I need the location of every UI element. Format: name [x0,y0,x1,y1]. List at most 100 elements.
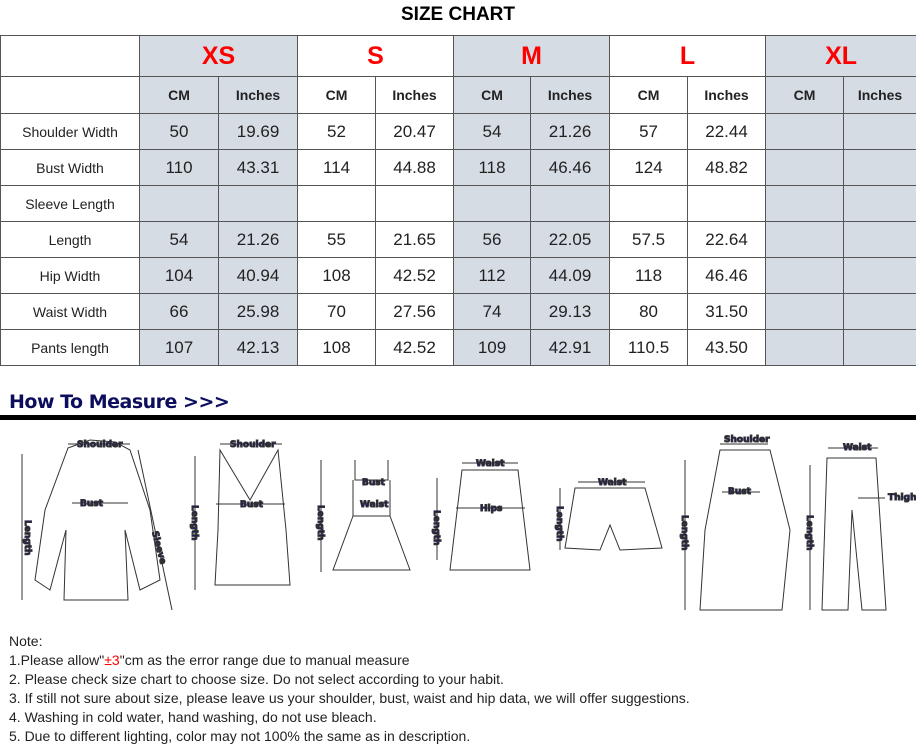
table-cell: 27.56 [375,293,455,330]
table-cell: 25.98 [217,293,299,330]
svg-text:Waist: Waist [598,478,627,488]
svg-text:Bust: Bust [240,500,264,510]
table-cell [217,185,299,222]
svg-text:Waist: Waist [476,459,505,469]
svg-text:Length: Length [554,506,564,541]
note-4: 4. Washing in cold water, hand washing, … [9,709,377,725]
table-cell: 110 [139,149,219,186]
table-cell: 110.5 [609,329,689,366]
pants-illustration: Waist Thigh Length [804,443,916,611]
table-cell: 50 [139,113,219,150]
table-cell: 21.26 [217,221,299,258]
table-row: Shoulder Width 50 19.69 52 20.47 54 21.26 57 22.… [0,113,916,150]
shorts-illustration: Waist Length [554,478,663,551]
table-cell [297,185,377,222]
table-cell [139,185,219,222]
table-cell: 70 [297,293,377,330]
table-cell [609,185,689,222]
table-cell [453,185,532,222]
row-label: Bust Width [0,149,140,186]
table-cell: 29.13 [530,293,611,330]
note-1: 1.Please allow"±3"cm as the error range … [9,652,410,668]
svg-text:Waist: Waist [843,443,872,453]
table-cell: 21.65 [375,221,455,258]
row-label: Waist Width [0,293,140,330]
svg-text:Length: Length [315,505,325,540]
table-cell: 42.13 [217,329,299,366]
table-cell: 22.44 [687,113,767,150]
table-cell [765,185,845,222]
table-cell: 42.52 [375,329,455,366]
table-cell [765,221,845,258]
note-3: 3. If still not sure about size, please … [9,690,690,706]
table-cell: 118 [453,149,532,186]
blouse-illustration: Shoulder Bust Length Sleeve [21,439,173,611]
table-cell: 66 [139,293,219,330]
dress-illustration: Bust Waist Length [315,460,411,572]
note-5: 5. Due to different lighting, color may … [9,728,471,744]
table-cell: 74 [453,293,532,330]
table-cell [843,293,916,330]
table-cell: 118 [609,257,689,294]
skirt-illustration: Waist Hips Length [431,459,531,571]
svg-text:Waist: Waist [360,500,389,510]
table-cell: 52 [297,113,377,150]
divider [0,415,916,420]
table-row: Waist Width 66 25.98 70 27.56 74 29.13 80 31.50 [0,293,916,330]
table-cell [843,257,916,294]
table-cell [375,185,455,222]
table-cell: 80 [609,293,689,330]
table-cell: 56 [453,221,532,258]
table-cell [843,221,916,258]
table-cell: 57.5 [609,221,689,258]
table-cell [843,329,916,366]
table-cell [843,149,916,186]
table-cell: 114 [297,149,377,186]
row-label: Pants length [0,329,140,366]
unit-header: CM [139,76,219,114]
svg-text:Shoulder: Shoulder [77,440,123,450]
table-cell: 124 [609,149,689,186]
unit-header-row: CM Inches CM Inches CM Inches CM Inches CM Inches [0,76,916,114]
svg-text:Shoulder: Shoulder [230,440,276,450]
table-cell: 55 [297,221,377,258]
table-row: Bust Width 110 43.31 114 44.88 118 46.46 124 48.… [0,149,916,186]
svg-text:Shoulder: Shoulder [724,435,770,445]
notes: Note: 1.Please allow"±3"cm as the error … [9,632,690,746]
size-header-m: M [453,35,611,77]
size-header-xs: XS [138,35,299,77]
unit-header: CM [609,76,689,114]
measurement-illustrations: Shoulder Bust Length Sleeve Shoulder Bust Le… [21,435,916,611]
unit-header: CM [297,76,377,114]
table-cell: 20.47 [375,113,455,150]
size-header-xl: XL [765,35,916,77]
table-cell [765,329,845,366]
size-table: XS S M L XL CM Inches CM Inches CM Inches CM Inches C… [0,35,916,366]
table-cell: 22.05 [530,221,611,258]
svg-text:Bust: Bust [728,487,752,497]
table-cell: 108 [297,329,377,366]
table-cell: 107 [139,329,219,366]
table-cell: 42.91 [530,329,611,366]
notes-heading: Note: [9,633,43,649]
table-row: Hip Width 104 40.94 108 42.52 112 44.09 118 46.4… [0,257,916,294]
table-cell: 40.94 [217,257,299,294]
svg-text:Length: Length [22,520,32,555]
row-label: Length [0,221,140,258]
row-label: Hip Width [0,257,140,294]
svg-text:Bust: Bust [80,499,104,509]
row-label: Sleeve Length [0,185,140,222]
table-cell: 48.82 [687,149,767,186]
table-cell: 112 [453,257,532,294]
table-row: Pants length 107 42.13 108 42.52 109 42.91 110.… [0,329,916,366]
table-cell: 54 [453,113,532,150]
table-cell: 21.26 [530,113,611,150]
coat-illustration: Shoulder Bust Length [679,435,791,611]
table-cell: 31.50 [687,293,767,330]
row-label: Shoulder Width [0,113,140,150]
page-title: SIZE CHART [401,4,515,25]
table-cell: 57 [609,113,689,150]
size-header-row: XS S M L XL [0,35,916,77]
table-cell [765,113,845,150]
